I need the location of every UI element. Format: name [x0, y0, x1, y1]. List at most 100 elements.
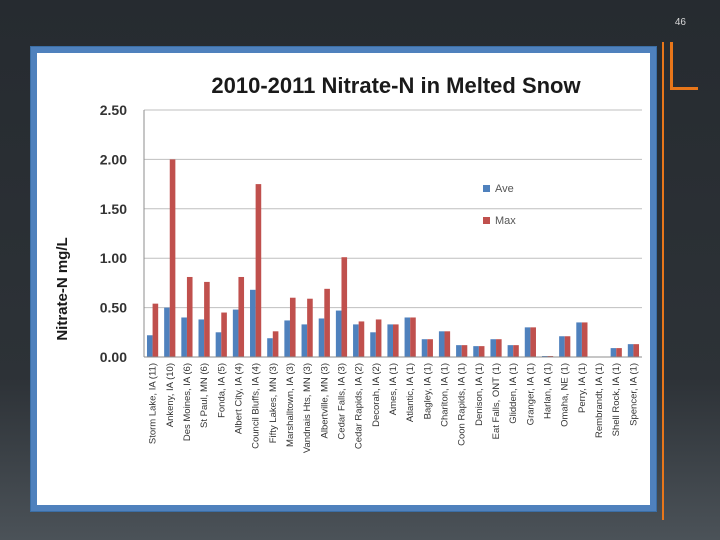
x-tick-label: Fonda, IA (5)	[216, 363, 227, 418]
x-tick-label: Albert City, IA (4)	[233, 363, 244, 434]
bar-ave	[250, 289, 256, 357]
legend-label-ave: Ave	[495, 183, 514, 195]
y-tick-label: 0.50	[100, 300, 127, 316]
bar-max	[444, 331, 451, 357]
bar-max	[307, 298, 313, 357]
bar-ave	[335, 310, 342, 357]
x-tick-label: Omaha, NE (1)	[560, 363, 571, 427]
x-tick-label: Ames, IA (1)	[388, 363, 399, 415]
accent-corner-block	[670, 42, 698, 90]
x-tick-label: Denison, IA (1)	[474, 363, 485, 426]
bar-max	[272, 331, 279, 357]
bar-ave	[473, 346, 479, 357]
bar-max	[581, 322, 588, 357]
bar-max	[375, 319, 382, 357]
axes	[143, 110, 642, 358]
bar-ave	[146, 335, 153, 357]
bar-max	[564, 336, 571, 357]
x-tick-label: Cedar Falls, IA (3)	[336, 363, 347, 440]
y-tick-label: 2.00	[100, 151, 127, 167]
accent-vertical-line	[662, 42, 664, 520]
y-tick-label: 0.00	[100, 349, 127, 365]
bar-ave	[576, 322, 582, 357]
bar-max	[221, 312, 227, 357]
bar-ave	[215, 332, 222, 357]
bar-max	[204, 281, 210, 357]
x-tick-label: Chariton, IA (1)	[440, 363, 451, 427]
bar-ave	[627, 344, 634, 357]
x-tick-label: Marshalltown, IA (3)	[285, 363, 296, 447]
bar-max	[341, 257, 348, 357]
y-tick-label: 1.00	[100, 250, 127, 266]
x-tick-label: Storm Lake, IA (11)	[148, 363, 159, 444]
bar-ave	[524, 327, 531, 357]
bar-series	[146, 159, 640, 357]
bar-max	[238, 276, 245, 357]
legend-swatch-max	[483, 217, 490, 224]
bar-max	[461, 345, 468, 357]
x-tick-label: Ankeny, IA (10)	[165, 363, 176, 427]
x-tick-label: Shell Rock, IA (1)	[611, 363, 622, 436]
x-tick-label: Cedar Rapids, IA (2)	[354, 363, 365, 449]
bar-ave	[456, 345, 462, 357]
x-tick-label: Rembrandt, IA (1)	[594, 363, 605, 438]
bar-max	[513, 345, 519, 357]
y-tick-labels: 0.00 0.50 1.00 1.50 2.00 2.50	[100, 102, 127, 365]
x-tick-label: Eat Falls, ONT (1)	[491, 363, 502, 439]
bar-ave	[404, 317, 411, 357]
bar-ave	[610, 348, 617, 357]
bar-ave	[284, 320, 290, 357]
bar-ave	[353, 324, 359, 357]
x-tick-label: Coon Rapids, IA (1)	[457, 363, 468, 446]
x-tick-label: Glidden, IA (1)	[508, 363, 519, 424]
chart-area: 2010-2011 Nitrate-N in Melted Snow Nitra…	[37, 53, 650, 505]
x-tick-label: Albertville, MN (3)	[319, 363, 330, 439]
x-tick-label: Atlantic, IA (1)	[405, 363, 416, 422]
x-tick-label: Spencer, IA (1)	[628, 363, 639, 426]
x-tick-label: Harlan, IA (1)	[543, 363, 554, 419]
bar-max	[633, 344, 640, 357]
x-tick-label: Granger, IA (1)	[525, 363, 536, 425]
x-tick-label: Bagley, IA (1)	[422, 363, 433, 419]
bar-ave	[490, 339, 497, 357]
bar-max	[152, 303, 159, 357]
x-tick-label: Decorah, IA (2)	[371, 363, 382, 427]
y-tick-label: 1.50	[100, 201, 127, 217]
bar-max	[478, 346, 485, 357]
x-tick-label: Des Moines, IA (6)	[182, 363, 193, 441]
bar-max	[616, 348, 622, 357]
bar-max	[393, 324, 399, 357]
bar-ave	[438, 331, 445, 357]
bar-ave	[181, 317, 187, 357]
y-axis-title: Nitrate-N mg/L	[54, 237, 71, 340]
y-tick-label: 2.50	[100, 102, 127, 118]
bar-max	[289, 297, 296, 357]
legend: Ave Max	[483, 183, 516, 227]
bar-ave	[421, 339, 428, 357]
bar-ave	[318, 318, 325, 357]
nitrate-chart: 2010-2011 Nitrate-N in Melted Snow Nitra…	[54, 73, 642, 453]
bar-ave	[387, 324, 393, 357]
bar-ave	[198, 319, 205, 357]
chart-title: 2010-2011 Nitrate-N in Melted Snow	[211, 73, 581, 98]
x-tick-label: Council Bluffs, IA (4)	[251, 363, 262, 449]
grid-lines	[144, 109, 642, 358]
bar-max	[358, 321, 365, 357]
legend-label-max: Max	[495, 215, 516, 227]
chart-frame: 2010-2011 Nitrate-N in Melted Snow Nitra…	[30, 46, 657, 512]
bar-max	[427, 339, 433, 357]
x-tick-labels: Storm Lake, IA (11) Ankeny, IA (10) Des Mo…	[148, 363, 640, 453]
bar-ave	[370, 332, 376, 357]
bar-ave	[559, 336, 565, 357]
bar-max	[186, 276, 193, 357]
bar-ave	[232, 309, 239, 357]
bar-ave	[507, 345, 514, 357]
bar-max	[169, 159, 176, 357]
slide-number: 46	[674, 17, 686, 28]
bar-max	[324, 288, 330, 357]
bar-max	[496, 339, 502, 357]
bar-max	[255, 184, 262, 357]
bar-ave	[267, 338, 273, 357]
bar-ave	[164, 307, 170, 357]
bar-max	[530, 327, 536, 357]
